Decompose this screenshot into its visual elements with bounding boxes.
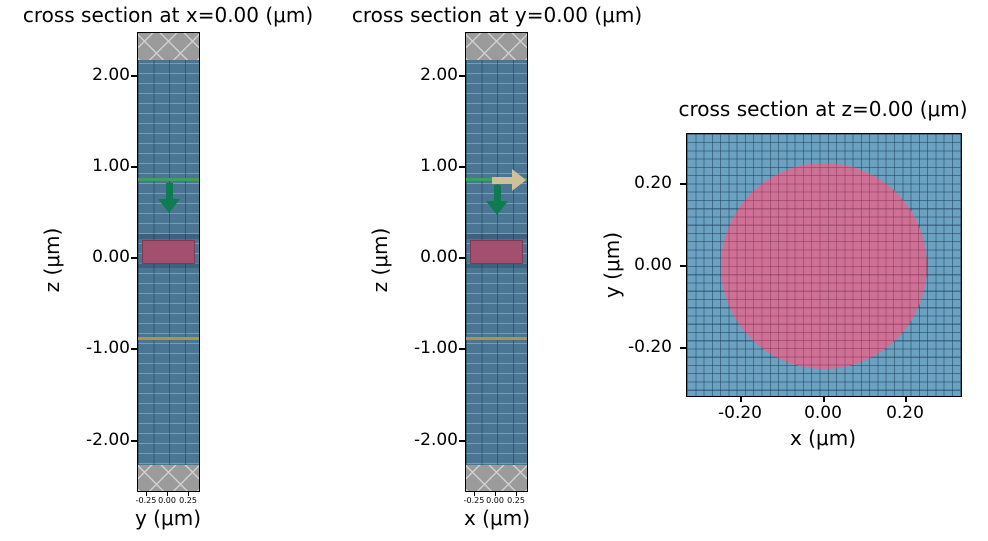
- panel-y0-xtick: 0.25: [507, 496, 525, 505]
- panel-y0-ytick: 1.00: [420, 156, 458, 176]
- panel-y0-ylabel: z (μm): [368, 227, 392, 293]
- panel-x0-xtick: 0.00: [158, 496, 176, 505]
- panel-x0-xtick: 0.25: [179, 496, 197, 505]
- tick-mark: [131, 440, 137, 442]
- arrow-shaft: [165, 183, 173, 199]
- panel-y0-axes: [465, 32, 528, 492]
- tick-mark: [740, 397, 742, 402]
- panel-x0-title: cross section at x=0.00 (μm): [22, 3, 314, 27]
- tick-mark: [680, 347, 686, 349]
- panel-x0-ytick: 2.00: [92, 65, 130, 85]
- panel-y0-ytick: -1.00: [414, 338, 458, 358]
- arrow-head: [512, 169, 526, 191]
- monitor-plane-line: [138, 337, 199, 340]
- tick-mark: [495, 492, 496, 496]
- mesh-refinement-band: [466, 234, 527, 239]
- panel-z0-xtick: -0.20: [718, 403, 762, 423]
- panel-x0-ytick: 1.00: [92, 156, 130, 176]
- structure-slab: [470, 240, 523, 264]
- tick-mark: [131, 166, 137, 168]
- panel-z0-ytick: 0.20: [634, 173, 672, 193]
- panel-y0-ytick: 2.00: [420, 65, 458, 85]
- panel-z0-xlabel: x (μm): [789, 426, 857, 450]
- panel-y0-title: cross section at y=0.00 (μm): [351, 3, 643, 27]
- panel-y0-ytick: 0.00: [420, 247, 458, 267]
- arrow-head: [158, 199, 180, 213]
- panel-x0-xtick: -0.25: [135, 496, 157, 505]
- tick-mark: [188, 492, 189, 496]
- panel-y0-xtick: -0.25: [463, 496, 485, 505]
- arrow-shaft: [493, 185, 501, 201]
- pml-region-top: [138, 33, 199, 60]
- tick-mark: [459, 75, 465, 77]
- pml-region-bottom: [466, 465, 527, 491]
- tick-mark: [680, 265, 686, 267]
- mesh-refinement-band: [466, 263, 527, 268]
- tick-mark: [474, 492, 475, 496]
- pml-region-top: [466, 33, 527, 60]
- panel-x0-ytick: 0.00: [92, 247, 130, 267]
- panel-z0-axes: [686, 133, 962, 397]
- tick-mark: [131, 75, 137, 77]
- panel-x0-ytick: -1.00: [86, 338, 130, 358]
- pml-region-bottom: [138, 465, 199, 491]
- arrow-head: [486, 201, 508, 215]
- mesh-refinement-band: [138, 234, 199, 239]
- tick-mark: [823, 397, 825, 402]
- tick-mark: [146, 492, 147, 496]
- panel-x0-ytick: -2.00: [86, 430, 130, 450]
- panel-z0-xtick: 0.00: [804, 403, 842, 423]
- structure-slab: [142, 240, 195, 264]
- tick-mark: [167, 492, 168, 496]
- tick-mark: [516, 492, 517, 496]
- panel-z0-xtick: 0.20: [886, 403, 924, 423]
- panel-y0-ytick: -2.00: [414, 430, 458, 450]
- structure-cylinder: [721, 163, 927, 369]
- source-direction-arrow: [158, 183, 180, 213]
- tick-mark: [905, 397, 907, 402]
- panel-z0-ytick: 0.00: [634, 255, 672, 275]
- tick-mark: [131, 348, 137, 350]
- panel-x0-ylabel: z (μm): [40, 227, 64, 293]
- tick-mark: [131, 257, 137, 259]
- panel-y0-xlabel: x (μm): [463, 506, 531, 530]
- tick-mark: [459, 348, 465, 350]
- tick-mark: [459, 257, 465, 259]
- tick-mark: [459, 166, 465, 168]
- source-direction-arrow: [486, 185, 508, 215]
- monitor-plane-line: [466, 337, 527, 340]
- panel-z0-ytick: -0.20: [628, 337, 672, 357]
- source-plane-line: [138, 178, 199, 181]
- panel-z0-title: cross section at z=0.00 (μm): [678, 97, 968, 121]
- tick-mark: [680, 183, 686, 185]
- tick-mark: [459, 440, 465, 442]
- panel-y0-xtick: 0.00: [486, 496, 504, 505]
- panel-x0-xlabel: y (μm): [134, 506, 202, 530]
- mesh-refinement-band: [138, 263, 199, 268]
- arrow-shaft: [492, 176, 512, 184]
- panel-x0-axes: [137, 32, 200, 492]
